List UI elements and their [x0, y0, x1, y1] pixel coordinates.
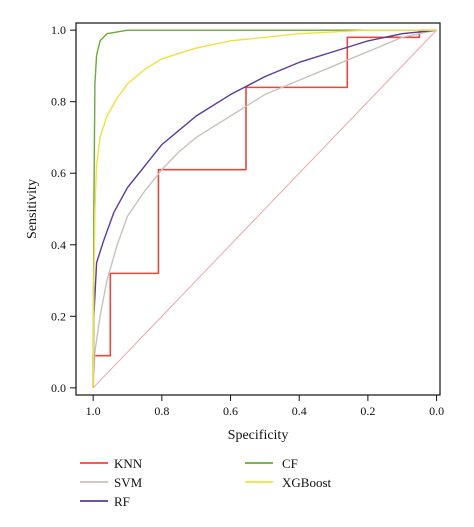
legend-label-svm: SVM [114, 475, 143, 490]
y-tick-label: 0.6 [51, 166, 66, 180]
y-tick-label: 0.8 [51, 95, 66, 109]
legend-label-knn: KNN [114, 456, 143, 471]
x-tick-label: 0.4 [292, 404, 307, 418]
y-tick-label: 0.4 [51, 238, 66, 252]
legend-label-xgboost: XGBoost [282, 475, 332, 490]
y-tick-label: 0.0 [51, 381, 66, 395]
y-tick-label: 1.0 [51, 23, 66, 37]
series-line-svm [92, 29, 437, 388]
x-axis-label: Specificity [228, 428, 289, 443]
x-tick-label: 0.6 [223, 404, 238, 418]
series-line-cf [92, 29, 437, 388]
x-tick-label: 0.8 [154, 404, 169, 418]
legend: KNN CF SVM XGBoost RF [80, 456, 332, 509]
reference-line-layer [92, 29, 437, 389]
reference-diagonal-line [92, 29, 437, 389]
x-tick-label: 0.0 [429, 404, 444, 418]
y-axis: 0.0 0.2 0.4 0.6 0.8 1.0 [51, 23, 76, 395]
series-line-xgboost [92, 29, 437, 388]
y-tick-label: 0.2 [51, 309, 66, 323]
legend-label-rf: RF [114, 494, 130, 509]
y-axis-label: Sensitivity [25, 179, 40, 239]
series-line-rf [92, 29, 437, 388]
series-layer [92, 29, 437, 388]
legend-label-cf: CF [282, 456, 298, 471]
plot-frame [75, 22, 441, 396]
x-axis: 1.0 0.8 0.6 0.4 0.2 0.0 [86, 395, 444, 418]
series-line-knn [92, 29, 437, 388]
x-tick-label: 0.2 [360, 404, 375, 418]
x-tick-label: 1.0 [86, 404, 101, 418]
